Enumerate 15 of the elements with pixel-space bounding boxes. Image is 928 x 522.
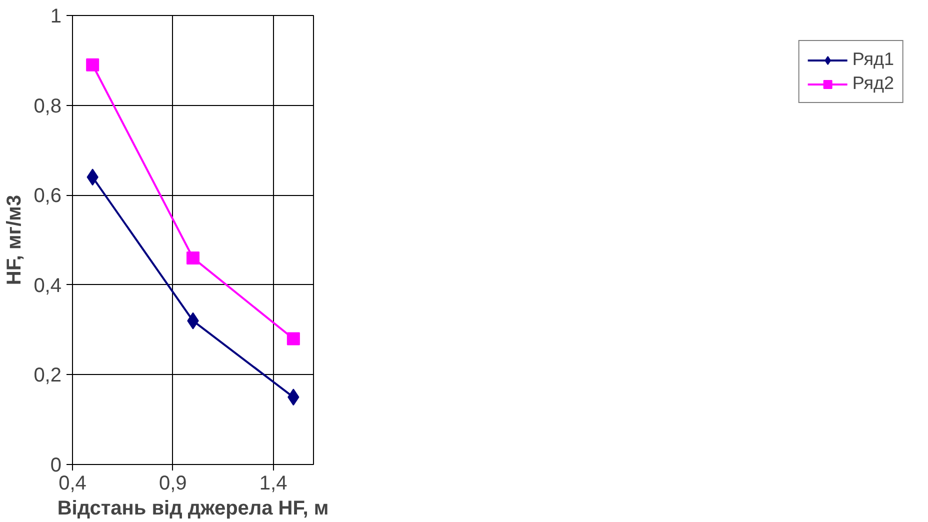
- legend-label: Ряд2: [852, 73, 894, 94]
- x-tick-label: 0,9: [159, 472, 187, 494]
- y-tick-label: 0,8: [34, 95, 62, 118]
- y-tick-label: 0: [50, 454, 62, 476]
- y-axis-title: HF, мг/м3: [4, 194, 26, 286]
- point: [86, 58, 100, 72]
- x-axis-title: Відстань від джерела HF, м: [57, 498, 329, 520]
- x-tick-label: 1,4: [259, 472, 288, 494]
- legend-label: Ряд1: [852, 49, 894, 70]
- point: [186, 251, 200, 264]
- y-tick-label: 0,6: [34, 185, 62, 208]
- y-tick-label: 0,2: [34, 364, 62, 387]
- y-tick-label: 1: [50, 6, 62, 28]
- point: [286, 332, 300, 346]
- y-tick-label: 0,4: [34, 274, 62, 297]
